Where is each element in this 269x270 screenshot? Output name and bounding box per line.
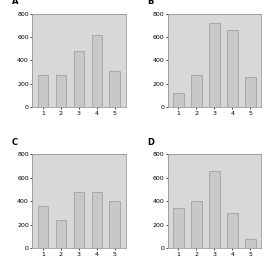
Bar [173,208,184,248]
Bar [38,206,48,248]
Bar [91,192,102,248]
Bar [173,93,184,107]
Bar [245,77,256,107]
Bar [109,71,120,107]
Text: D: D [147,138,154,147]
Bar [245,239,256,248]
Bar [56,220,66,248]
Bar [227,30,238,107]
Text: A: A [12,0,18,6]
Bar [73,51,84,107]
Bar [109,201,120,248]
Bar [191,201,202,248]
Bar [209,171,220,248]
Text: C: C [12,138,18,147]
Bar [91,35,102,107]
Bar [38,75,48,107]
Bar [191,75,202,107]
Bar [227,213,238,248]
Bar [56,75,66,107]
Bar [73,192,84,248]
Bar [209,23,220,107]
Text: B: B [147,0,153,6]
